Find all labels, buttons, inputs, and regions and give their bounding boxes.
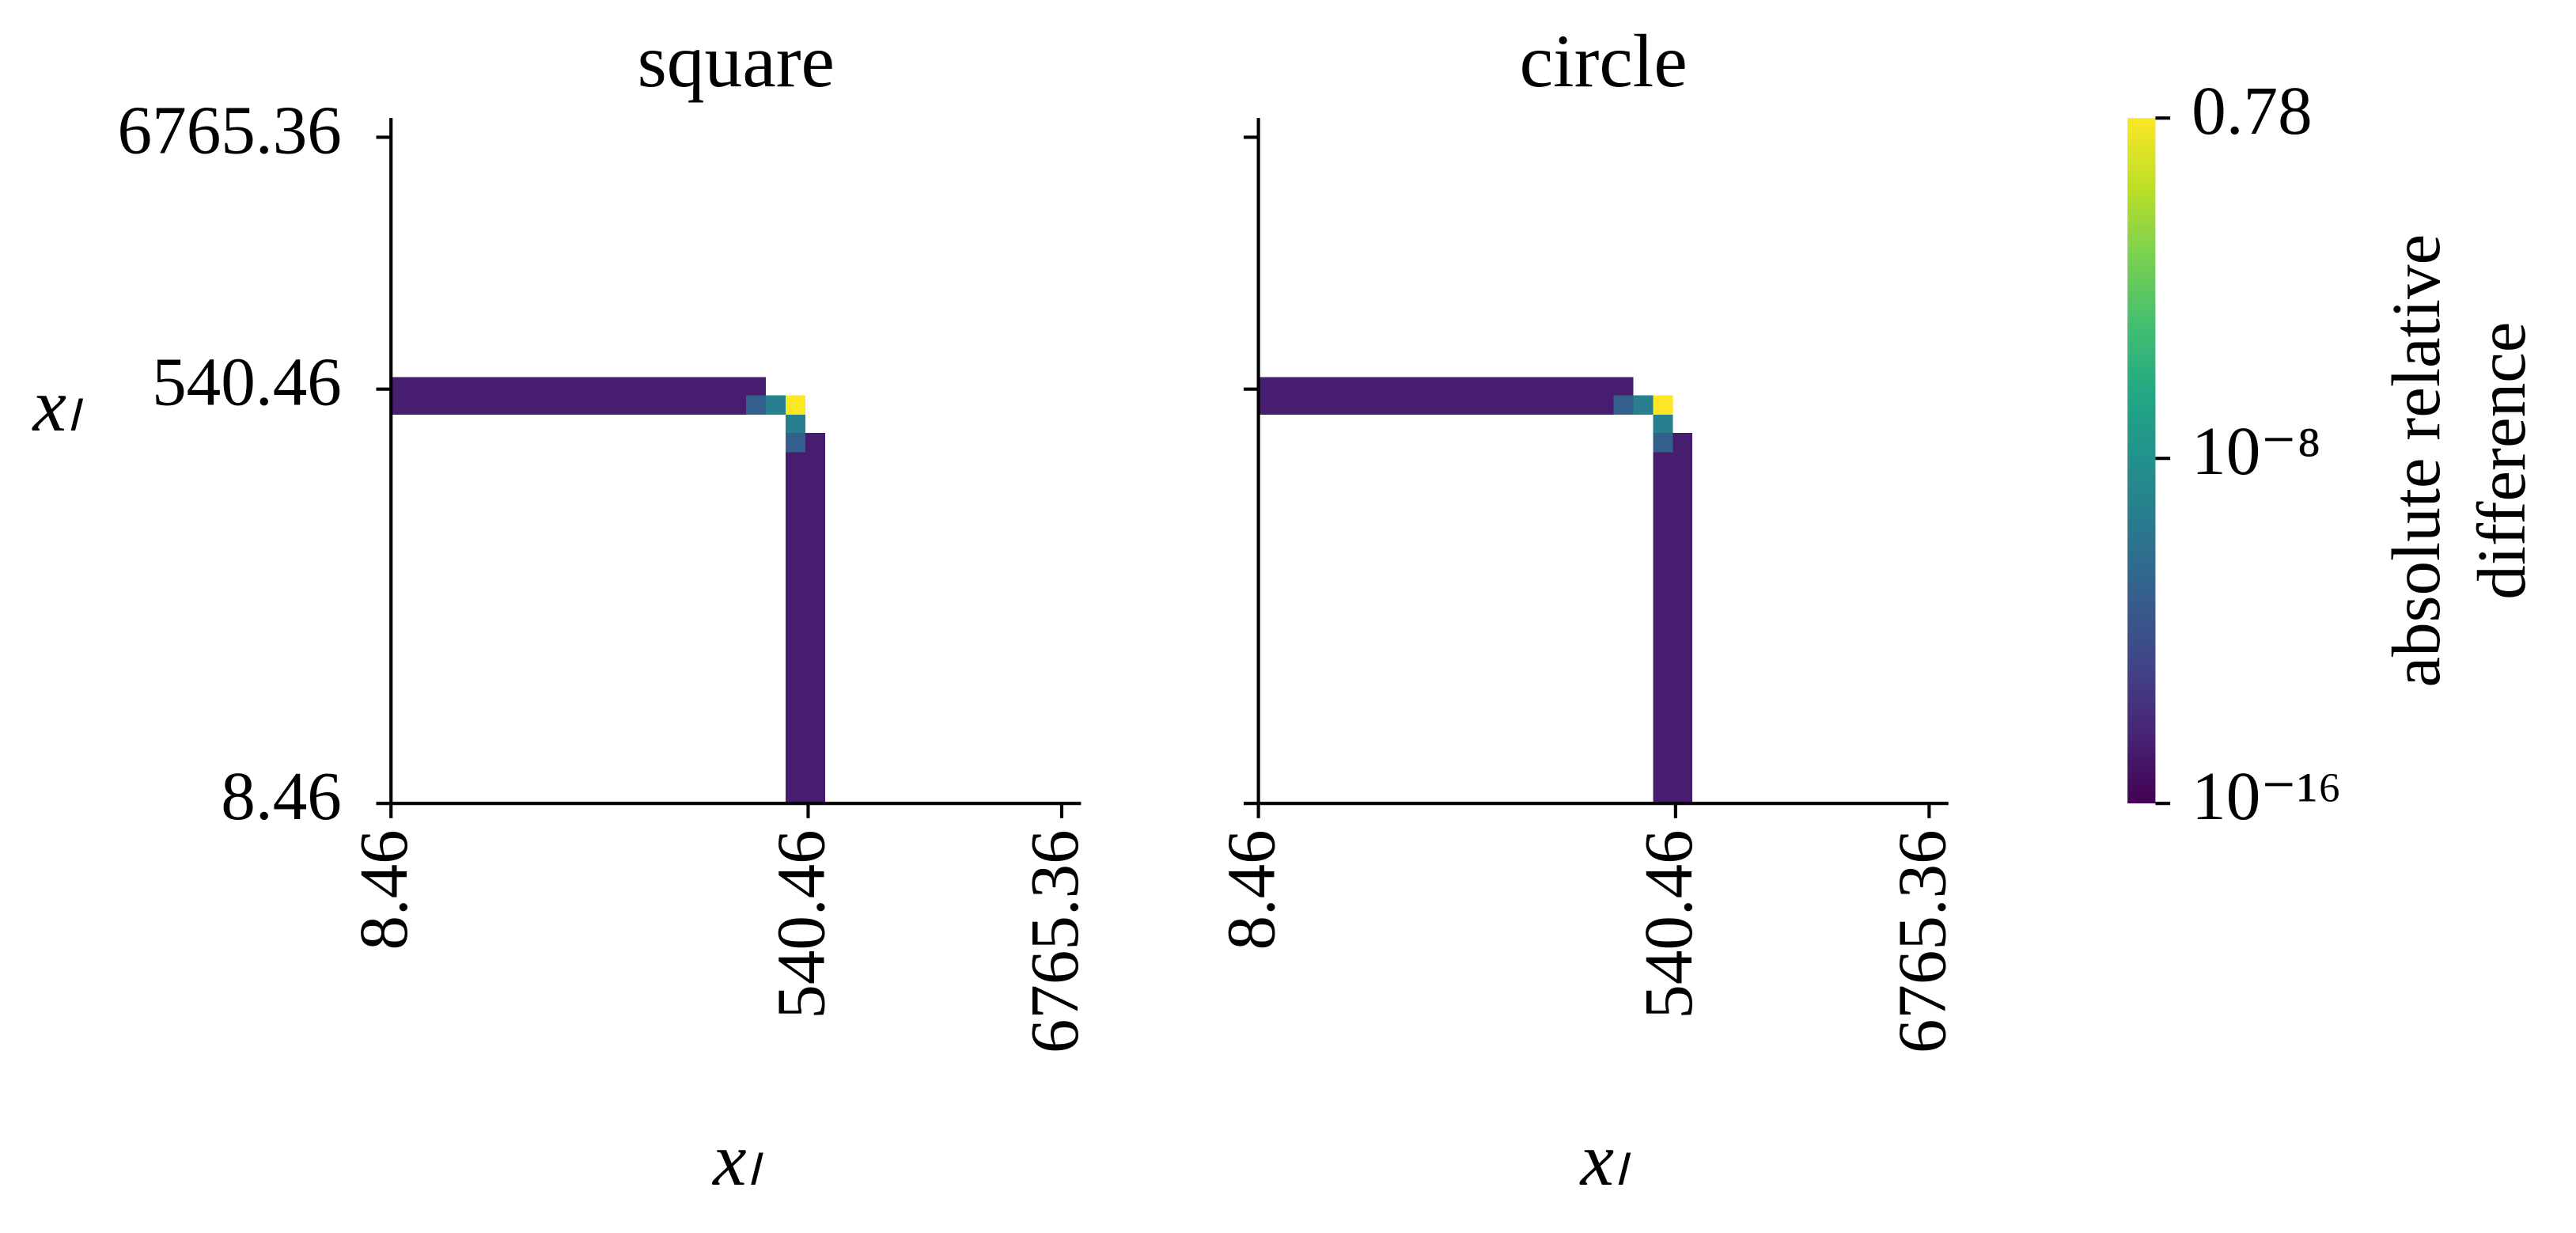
heatmap-cell [1653,415,1673,433]
colorbar-tick-label: 10⁻¹⁶ [2191,757,2342,834]
heatmap-cell [785,432,805,453]
x-tick-label: 6765.36 [1016,829,1093,1053]
x-axis-label: xₗ [1579,1117,1631,1201]
x-tick-label: 6765.36 [1883,829,1960,1053]
heatmap-cell [805,432,825,804]
heatmap-cell [1653,432,1673,453]
heatmap-cell [1258,377,1634,396]
heatmap-cell [1653,452,1673,804]
x-tick-label: 540.46 [762,829,839,1019]
y-tick-label: 8.46 [221,757,342,834]
colorbar-label: absolute relative [2377,234,2454,688]
panel-title: square [638,19,835,103]
heatmap-cell [765,395,786,415]
heatmap-cell [1633,395,1654,415]
heatmap-cell [746,395,766,415]
colorbar-tick-label: 10⁻⁸ [2191,412,2321,489]
y-tick-label: 6765.36 [117,91,341,168]
x-tick-label: 8.46 [345,829,422,950]
heatmap-cell [391,395,747,415]
heatmap-cell [1258,395,1614,415]
x-axis-label: xₗ [711,1117,763,1201]
x-tick-label: 540.46 [1630,829,1707,1019]
heatmap-cell [1613,395,1634,415]
heatmap-cell [391,377,766,396]
heatmap-cell [785,452,805,804]
heatmap-cell [785,395,805,415]
y-tick-label: 540.46 [152,343,342,420]
heatmap-cell [1653,395,1673,415]
colorbar-tick-label: 0.78 [2191,72,2313,149]
colorbar [2127,118,2156,804]
colorbar-label: difference [2463,322,2540,600]
y-axis-label: xₗ [31,363,83,447]
heatmap-cell [1673,432,1693,804]
x-tick-label: 8.46 [1213,829,1290,950]
heatmap-cell [785,415,805,433]
panel-title: circle [1520,19,1688,103]
